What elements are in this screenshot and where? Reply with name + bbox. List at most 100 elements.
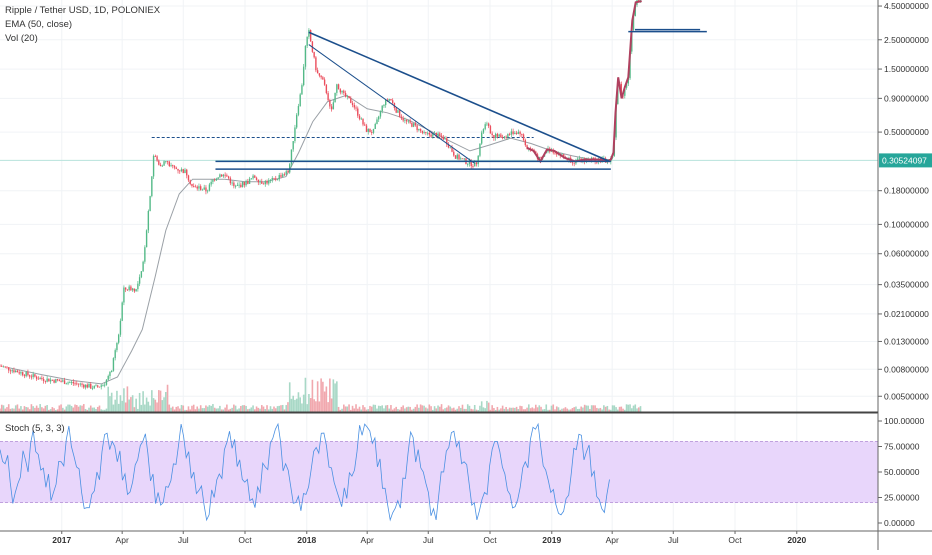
volume-bar [442, 409, 445, 412]
candle-body [501, 137, 504, 139]
candle-body [257, 179, 259, 183]
candle-body [201, 189, 204, 191]
time-tick-label: Oct [728, 535, 742, 545]
volume-bar [288, 382, 291, 412]
volume-bar [489, 409, 492, 412]
candle-body [236, 185, 239, 186]
volume-bar [89, 405, 92, 412]
candle-body [102, 384, 104, 386]
candle-body [264, 181, 266, 185]
volume-bar [269, 406, 272, 412]
volume-bar [508, 407, 511, 412]
legend-stoch[interactable]: Stoch (5, 3, 3) [5, 423, 65, 434]
volume-bar [273, 406, 275, 412]
volume-bar [559, 409, 562, 412]
candle-body [140, 271, 143, 278]
volume-bar [140, 404, 143, 412]
volume-bar [281, 404, 284, 412]
volume-bar [44, 405, 47, 412]
volume-bar [315, 401, 317, 412]
volume-bar [35, 405, 38, 412]
candle-body [135, 289, 137, 292]
stoch-axis[interactable]: 100.00000 75.00000 50.00000 25.00000 0.00000 [878, 416, 924, 528]
candle-body [554, 152, 556, 154]
legend-title[interactable]: Ripple / Tether USD, 1D, POLONIEX [5, 5, 161, 16]
candle-body [145, 230, 148, 248]
volume-bar [313, 399, 315, 412]
volume-bar [362, 405, 364, 412]
volume-bar [374, 404, 377, 412]
time-tick-label: Apr [606, 535, 619, 545]
volume-bar [105, 408, 108, 412]
candle-body [254, 175, 256, 178]
candle-body [404, 119, 406, 121]
candle-body [524, 140, 527, 146]
volume-bar [400, 406, 403, 412]
volume-bar [102, 409, 104, 412]
candle-body [266, 181, 268, 184]
volume-bar [426, 408, 429, 412]
volume-bar [4, 408, 7, 412]
candle-body [149, 196, 151, 211]
volume-bar [325, 386, 328, 412]
legend-ema[interactable]: EMA (50, close) [5, 19, 73, 30]
candle-body [128, 286, 130, 290]
volume-bar [358, 406, 361, 412]
candle-body [397, 110, 399, 113]
volume-bar [178, 408, 181, 412]
candle-body [330, 106, 333, 110]
candle-body [9, 370, 12, 372]
volume-bar [70, 405, 73, 412]
candle-body [93, 385, 95, 389]
candle-body [358, 115, 361, 119]
volume-bar [482, 407, 485, 412]
volume-bar [487, 402, 490, 412]
candle-body [512, 131, 514, 135]
candle-body [165, 161, 167, 162]
volume-bar [100, 409, 103, 412]
legend-vol[interactable]: Vol (20) [5, 33, 38, 44]
trend-lines[interactable] [215, 28, 707, 170]
volume-bar [526, 407, 528, 412]
price-axis[interactable]: 4.50000000 2.50000000 1.50000000 0.90000000… [877, 0, 932, 550]
volume-bar [552, 404, 555, 412]
candle-body [315, 57, 317, 71]
volume-bar [363, 407, 366, 412]
volume-bar [199, 405, 202, 412]
volume-bar [252, 405, 254, 412]
volume-bar [449, 406, 452, 412]
volume-bar [601, 409, 603, 412]
candle-body [423, 131, 425, 133]
candle-body [21, 372, 24, 376]
volume-bar [466, 404, 469, 412]
volume-bar [522, 409, 525, 412]
volume-bar [65, 406, 68, 412]
volume-bar [391, 409, 394, 412]
candle-body [301, 85, 303, 95]
volume-bar [611, 405, 614, 412]
candle-body [449, 147, 451, 149]
volume-bar [42, 408, 45, 412]
price-grid [0, 0, 878, 530]
volume-bar [231, 407, 233, 412]
price-bold-line [526, 0, 642, 164]
volume-bar [384, 405, 387, 412]
candle-body [456, 154, 458, 159]
candle-body [276, 179, 279, 181]
volume-bar [297, 392, 300, 412]
price-tick-label: 0.06000000 [884, 249, 929, 259]
time-axis[interactable]: 2017 Apr Jul Oct 2018 Apr Jul Oct 2019 Apr Jul Oct 2… [0, 530, 932, 545]
volume-bar [311, 379, 314, 412]
volume-bar [493, 408, 495, 412]
volume-bar [130, 397, 132, 412]
volume-bar [20, 406, 22, 412]
volume-bar [278, 405, 281, 412]
price-tick-label: 0.00500000 [884, 391, 929, 401]
volume-bar [407, 406, 410, 412]
candle-body [100, 385, 102, 387]
volume-bar [414, 406, 417, 412]
candle-body [13, 370, 15, 373]
volume-bar [189, 409, 192, 412]
volume-bar [271, 408, 274, 412]
